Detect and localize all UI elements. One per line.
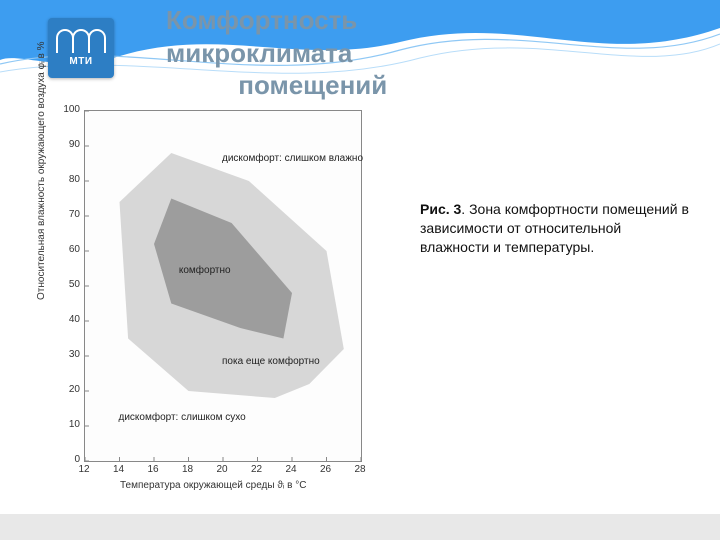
xtick: 28 (348, 464, 372, 475)
ytick: 90 (52, 139, 80, 150)
slide-title: Комфортностьмикроклимата помещений (166, 4, 387, 102)
ytick: 80 (52, 174, 80, 185)
xtick: 14 (107, 464, 131, 475)
ytick: 50 (52, 279, 80, 290)
x-axis-label: Температура окружающей среды ϑᵢ в °C (120, 480, 306, 491)
ytick: 60 (52, 244, 80, 255)
footer-bar (0, 514, 720, 540)
chart-annotation: комфортно (179, 265, 231, 276)
chart-annotation: пока еще комфортно (222, 356, 320, 367)
ytick: 30 (52, 349, 80, 360)
logo-text: МТИ (69, 56, 92, 67)
xtick: 22 (245, 464, 269, 475)
xtick: 26 (314, 464, 338, 475)
figure-caption: Рис. 3. Зона комфортности помещений в за… (420, 200, 690, 257)
xtick: 12 (72, 464, 96, 475)
xtick: 20 (210, 464, 234, 475)
ytick: 10 (52, 419, 80, 430)
caption-body: . Зона комфортности помещений в зависимо… (420, 201, 689, 255)
slide-header: МТИ Комфортностьмикроклимата помещений (0, 0, 720, 110)
xtick: 24 (279, 464, 303, 475)
ytick: 70 (52, 209, 80, 220)
comfort-chart: Относительная влажность окружающего возд… (40, 100, 370, 510)
ytick: 20 (52, 384, 80, 395)
ytick: 100 (52, 104, 80, 115)
xtick: 16 (141, 464, 165, 475)
xtick: 18 (176, 464, 200, 475)
chart-annotation: дискомфорт: слишком влажно (222, 153, 363, 164)
mti-logo: МТИ (48, 18, 114, 78)
logo-arches-icon (57, 29, 105, 53)
y-axis-label: Относительная влажность окружающего возд… (36, 42, 47, 300)
caption-prefix: Рис. 3 (420, 201, 461, 217)
chart-annotation: дискомфорт: слишком сухо (119, 412, 246, 423)
ytick: 40 (52, 314, 80, 325)
